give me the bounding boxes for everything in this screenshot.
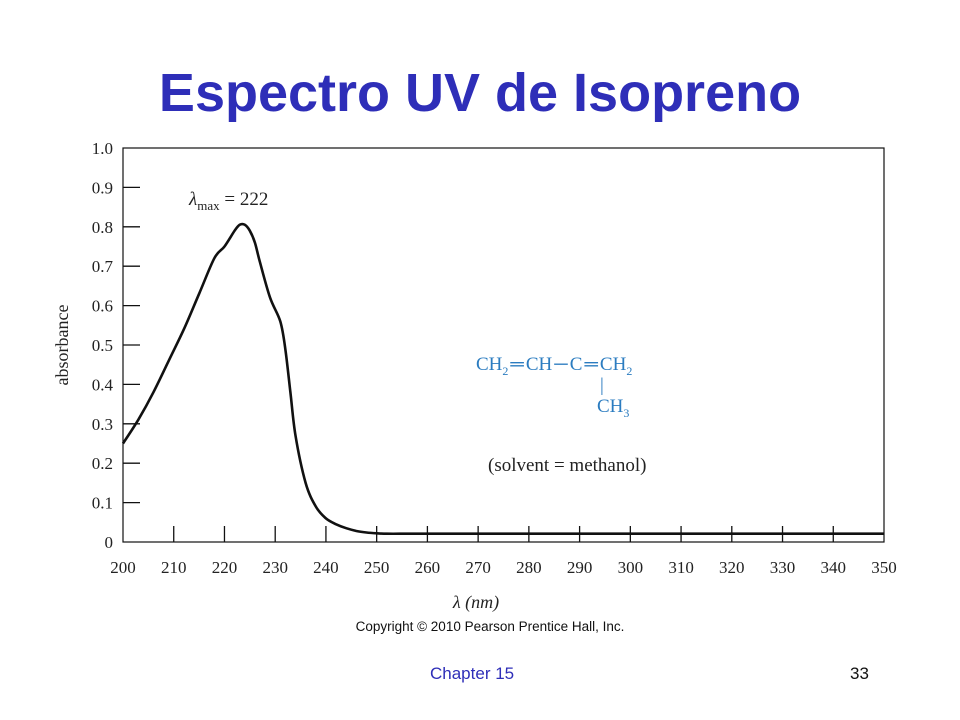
x-tick-label: 340 — [821, 558, 847, 577]
y-tick-label: 0 — [105, 533, 114, 552]
absorbance-curve — [121, 222, 884, 536]
y-tick-label: 0.4 — [92, 375, 114, 394]
y-tick-label: 0.6 — [92, 297, 113, 316]
structure-sub2-b: 2 — [626, 364, 632, 378]
copyright-notice: Copyright © 2010 Pearson Prentice Hall, … — [355, 619, 625, 634]
page-number: 33 — [850, 664, 869, 683]
structure-bond-a: ═ — [509, 354, 524, 375]
structure-main-chain: CH2 ═ CH ─ C ═ CH2 — [476, 354, 632, 378]
x-tick-label: 350 — [871, 558, 897, 577]
y-tick-label: 0.3 — [92, 415, 113, 434]
x-tick-label: 220 — [212, 558, 238, 577]
y-tick-label: 0.9 — [92, 178, 113, 197]
y-axis-ticks: 0 0.1 0.2 0.3 0.4 0.5 0.6 0.7 0.8 0.9 1.0 — [92, 139, 140, 552]
structure-c: C — [570, 354, 583, 375]
x-tick-label: 300 — [618, 558, 644, 577]
x-tick-label: 260 — [415, 558, 441, 577]
structure-sub2-a: 2 — [502, 364, 508, 378]
lambda-value: = 222 — [220, 189, 269, 210]
x-axis-label: λ (nm) — [452, 592, 499, 613]
x-tick-label: 250 — [364, 558, 390, 577]
slide-title: Espectro UV de Isopreno — [158, 63, 802, 123]
x-tick-label: 240 — [313, 558, 339, 577]
x-tick-label: 330 — [770, 558, 796, 577]
lambda-subscript: max — [197, 198, 220, 213]
x-tick-label: 290 — [567, 558, 593, 577]
structure-ch2-a: CH — [476, 354, 503, 375]
footer-chapter: Chapter 15 — [430, 664, 515, 683]
solvent-note: (solvent = methanol) — [488, 455, 646, 476]
y-tick-label: 0.7 — [92, 257, 114, 276]
structure-vertical-bond: | — [600, 375, 604, 396]
x-tick-label: 280 — [516, 558, 542, 577]
x-axis-ticks: 200 210 220 230 240 250 260 270 280 290 300 310 320 3… — [110, 526, 897, 577]
lambda-max-annotation: λmax = 222 — [188, 189, 268, 213]
structure-ch: CH — [526, 354, 553, 375]
y-axis-label: absorbance — [52, 305, 72, 386]
y-tick-label: 1.0 — [92, 139, 113, 158]
structure-sub3: 3 — [623, 406, 629, 420]
x-tick-label: 310 — [668, 558, 694, 577]
isoprene-structure: CH2 ═ CH ─ C ═ CH2 | CH3 — [476, 354, 632, 420]
structure-bond-b: ─ — [553, 354, 568, 375]
x-tick-label: 270 — [465, 558, 491, 577]
structure-ch2-b: CH — [600, 354, 627, 375]
x-tick-label: 230 — [262, 558, 288, 577]
structure-ch3: CH — [597, 396, 624, 417]
lambda-symbol: λ — [188, 189, 197, 210]
x-axis-label-text: λ (nm) — [452, 592, 499, 613]
structure-bond-c: ═ — [583, 354, 598, 375]
x-tick-label: 200 — [110, 558, 136, 577]
y-tick-label: 0.1 — [92, 494, 113, 513]
y-tick-label: 0.2 — [92, 454, 113, 473]
structure-methyl: CH3 — [597, 396, 629, 420]
x-tick-label: 210 — [161, 558, 187, 577]
x-tick-label: 320 — [719, 558, 745, 577]
y-tick-label: 0.8 — [92, 218, 113, 237]
y-tick-label: 0.5 — [92, 336, 113, 355]
